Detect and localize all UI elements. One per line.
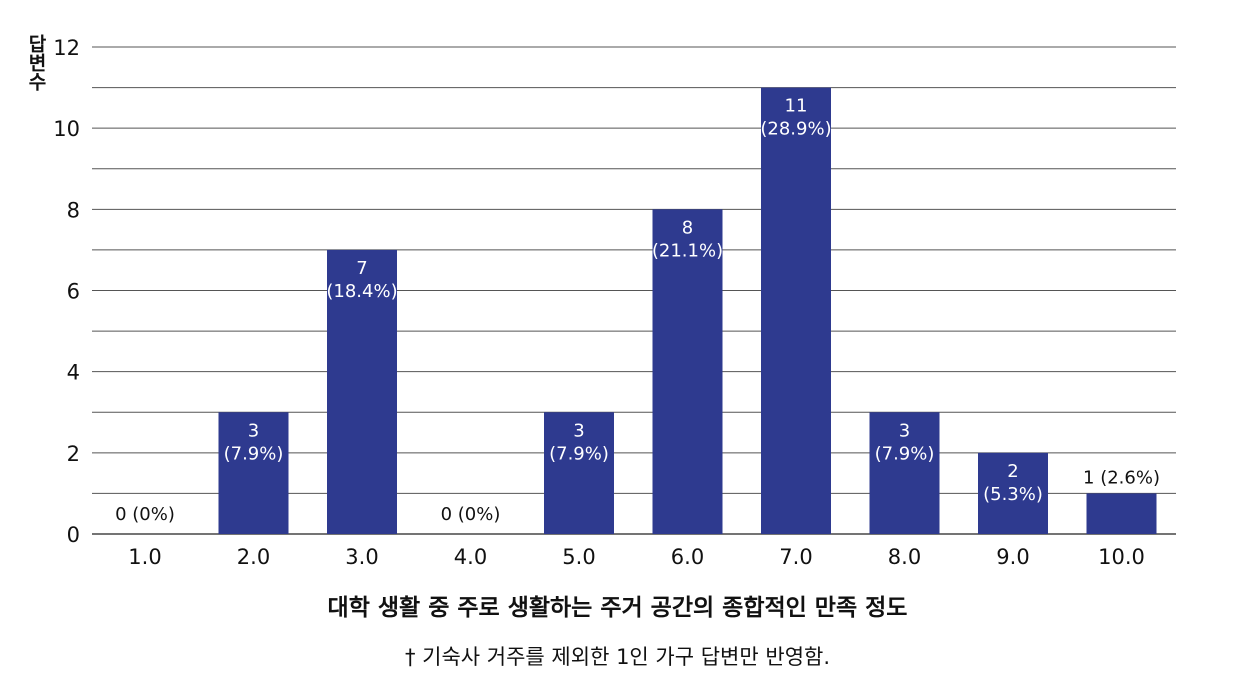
data-label-percent: (18.4%) xyxy=(326,281,397,302)
bar-8.0 xyxy=(869,412,940,534)
data-label-value: 2 xyxy=(1007,461,1018,482)
bar-2.0 xyxy=(218,412,289,534)
y-axis-label: 답변수 xyxy=(25,34,47,91)
data-label-value: 3 xyxy=(573,420,584,441)
x-tick-label: 5.0 xyxy=(562,545,595,569)
y-tick-label: 6 xyxy=(67,280,80,304)
x-tick-label: 8.0 xyxy=(888,545,921,569)
data-label-percent: (7.9%) xyxy=(224,443,284,464)
y-tick-label: 8 xyxy=(67,198,80,222)
data-label-value: 3 xyxy=(248,420,259,441)
data-label-value: 8 xyxy=(682,217,693,238)
data-label-value: 3 xyxy=(899,420,910,441)
x-tick-label: 2.0 xyxy=(237,545,270,569)
x-tick-label: 4.0 xyxy=(454,545,487,569)
y-tick-label: 2 xyxy=(67,442,80,466)
y-tick-label: 4 xyxy=(67,361,80,385)
data-label-value: 11 xyxy=(785,96,808,117)
x-tick-label: 7.0 xyxy=(779,545,812,569)
data-label-percent: (28.9%) xyxy=(760,119,831,140)
bar-6.0 xyxy=(652,209,723,535)
data-label: 0 (0%) xyxy=(441,504,501,525)
bar-10.0 xyxy=(1086,493,1157,534)
bar-3.0 xyxy=(327,249,397,534)
data-label-percent: (7.9%) xyxy=(549,443,609,464)
x-tick-label: 6.0 xyxy=(671,545,704,569)
y-tick-label: 0 xyxy=(67,523,80,547)
bar-9.0 xyxy=(978,452,1048,534)
x-tick-label: 3.0 xyxy=(345,545,378,569)
data-label-percent: (7.9%) xyxy=(875,443,935,464)
x-tick-label: 9.0 xyxy=(996,545,1029,569)
bar-5.0 xyxy=(544,412,614,534)
x-axis-label: 대학 생활 중 주로 생활하는 주거 공간의 종합적인 만족 정도 xyxy=(327,595,908,621)
x-tick-label: 10.0 xyxy=(1098,545,1145,569)
data-label-value: 7 xyxy=(356,258,367,279)
data-label-percent: (5.3%) xyxy=(983,484,1043,505)
data-label: 0 (0%) xyxy=(115,504,175,525)
data-label: 1 (2.6%) xyxy=(1083,467,1160,488)
data-label-percent: (21.1%) xyxy=(652,240,723,261)
footnote: † 기숙사 거주를 제외한 1인 가구 답변만 반영함. xyxy=(404,645,831,669)
x-tick-label: 1.0 xyxy=(128,545,161,569)
y-tick-label: 12 xyxy=(53,36,80,60)
bar-7.0 xyxy=(761,87,831,534)
y-tick-label: 10 xyxy=(53,117,80,141)
